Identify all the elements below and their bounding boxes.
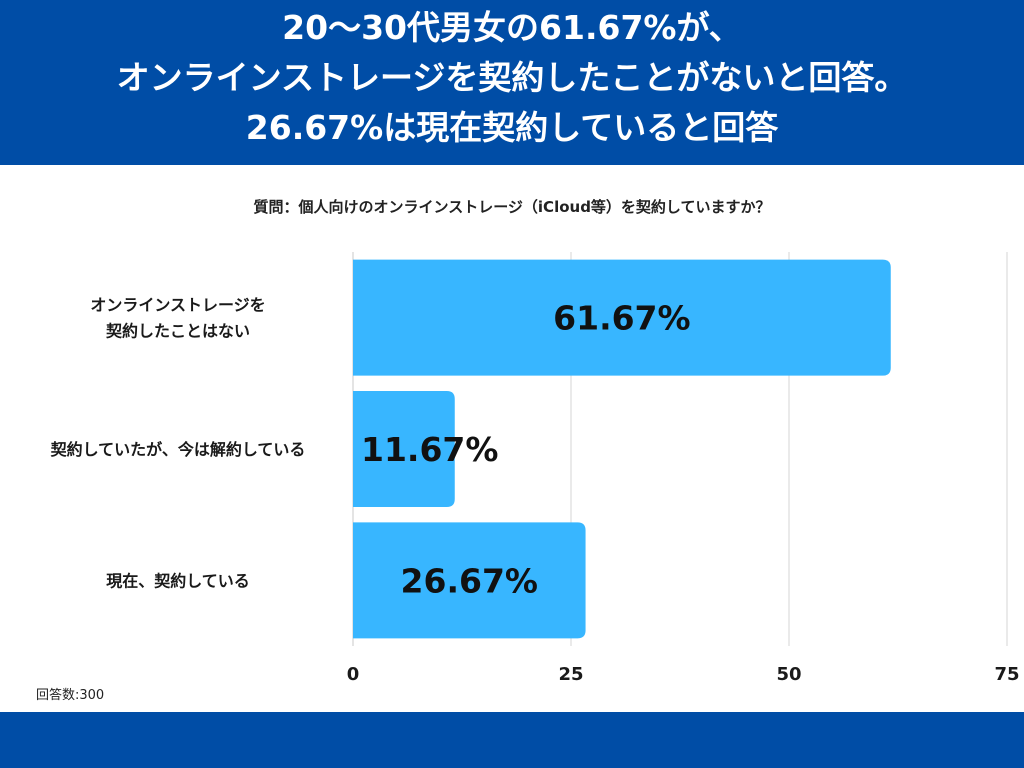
x-tick-label: 0 (347, 664, 360, 685)
header-banner: 20〜30代男女の61.67%が、 オンラインストレージを契約したことがないと回… (0, 0, 1024, 165)
x-tick-label: 75 (994, 664, 1019, 685)
bar (353, 522, 586, 639)
title-line-3: 26.67%は現在契約していると回答 (245, 108, 779, 147)
category-label: オンラインストレージを (90, 296, 265, 315)
x-tick-label: 25 (558, 664, 583, 685)
bar (353, 391, 455, 507)
category-label: 契約していたが、今は解約している (50, 440, 306, 459)
footer-band (0, 712, 1024, 768)
data-label: 61.67% (553, 299, 690, 338)
bar (353, 259, 891, 376)
data-label: 26.67% (401, 561, 538, 600)
data-label: 11.67% (361, 430, 498, 469)
title-line-1: 20〜30代男女の61.67%が、 (282, 8, 742, 47)
x-tick-label: 50 (776, 664, 801, 685)
response-count-note: 回答数:300 (36, 688, 105, 703)
survey-question: 質問：個人向けのオンラインストレージ（iCloud等）を契約していますか？ (253, 198, 771, 216)
category-label: 契約したことはない (105, 322, 250, 341)
title-line-2: オンラインストレージを契約したことがないと回答。 (116, 58, 908, 97)
category-label: 現在、契約している (106, 571, 250, 590)
